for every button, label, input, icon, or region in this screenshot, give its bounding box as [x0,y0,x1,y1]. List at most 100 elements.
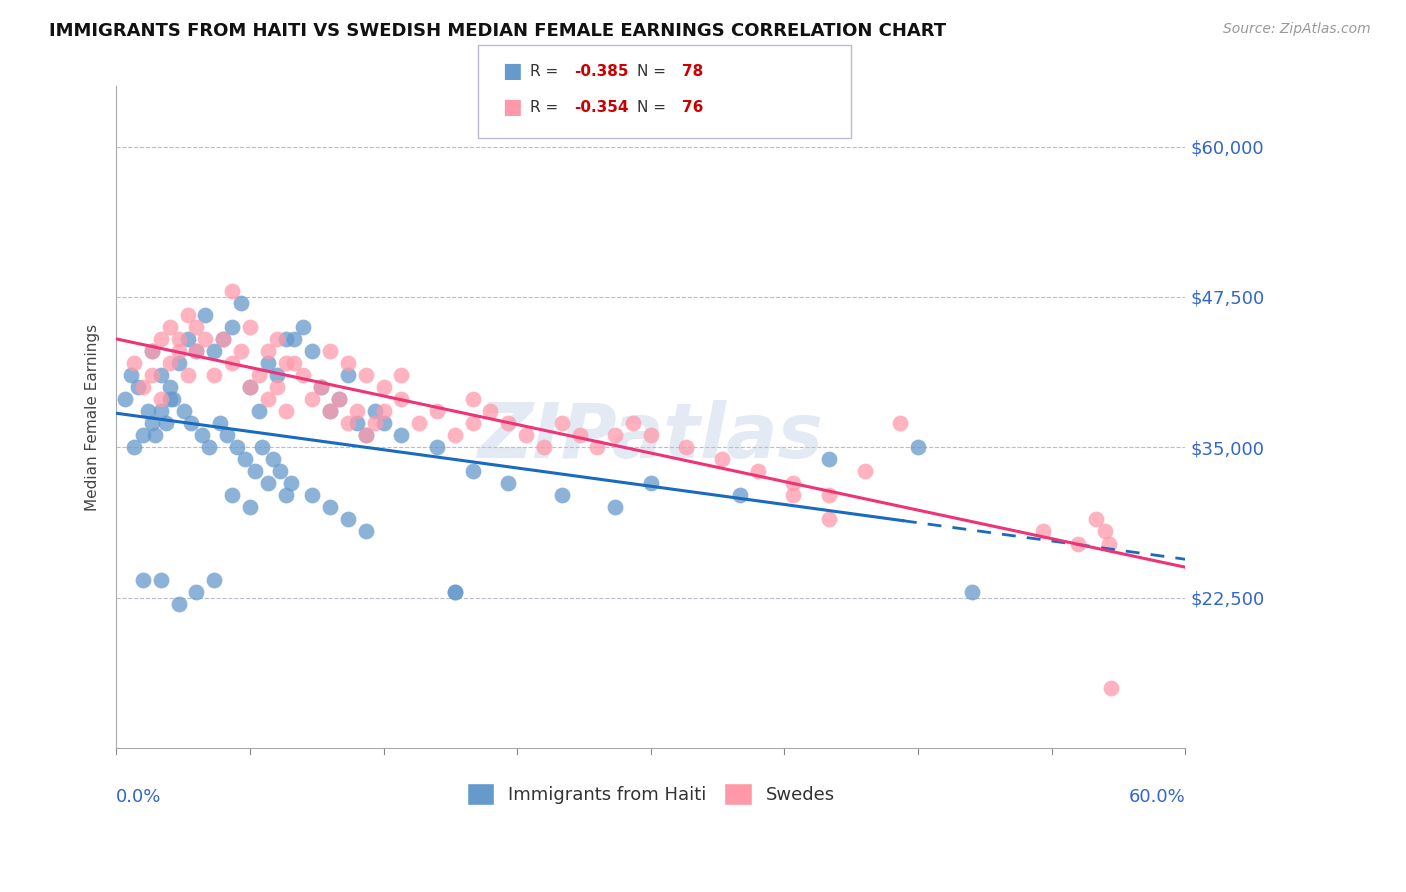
Point [711,452,734,467]
Point [1067,536,1090,550]
Point [1098,536,1121,550]
Point [266,380,288,394]
Point [907,440,929,454]
Point [233,452,256,467]
Point [159,380,181,394]
Point [212,332,235,346]
Point [247,368,270,383]
Text: 78: 78 [682,64,703,78]
Point [159,320,181,334]
Point [120,368,142,383]
Point [336,356,359,370]
Point [114,392,136,406]
Point [180,416,202,430]
Legend: Immigrants from Haiti, Swedes: Immigrants from Haiti, Swedes [460,775,842,812]
Text: N =: N = [637,100,671,114]
Point [363,404,385,418]
Point [479,404,502,418]
Text: Source: ZipAtlas.com: Source: ZipAtlas.com [1223,22,1371,37]
Point [782,476,804,491]
Point [212,332,235,346]
Point [443,584,465,599]
Point [167,356,190,370]
Point [208,416,231,430]
Point [215,428,238,442]
Point [191,428,214,442]
Text: N =: N = [637,64,671,78]
Point [496,416,519,430]
Point [262,452,284,467]
Point [194,308,217,322]
Point [728,488,751,502]
Point [960,584,983,599]
Point [889,416,911,430]
Point [605,428,627,442]
Point [363,416,385,430]
Point [221,284,243,298]
Point [149,573,172,587]
Text: ZIPatlas: ZIPatlas [478,400,824,474]
Point [309,380,332,394]
Point [389,368,412,383]
Point [229,296,252,310]
Point [239,320,262,334]
Text: -0.354: -0.354 [574,100,628,114]
Point [162,392,184,406]
Point [202,344,225,359]
Point [309,380,332,394]
Point [221,488,243,502]
Point [141,416,163,430]
Point [426,404,449,418]
Point [336,368,359,383]
Point [226,440,249,454]
Point [269,464,291,478]
Point [621,416,644,430]
Point [346,416,368,430]
Point [292,368,315,383]
Point [186,344,208,359]
Point [568,428,591,442]
Point [274,332,297,346]
Point [319,404,342,418]
Point [389,428,412,442]
Point [256,356,278,370]
Point [167,597,190,611]
Point [354,428,377,442]
Text: IMMIGRANTS FROM HAITI VS SWEDISH MEDIAN FEMALE EARNINGS CORRELATION CHART: IMMIGRANTS FROM HAITI VS SWEDISH MEDIAN … [49,22,946,40]
Point [354,428,377,442]
Point [141,368,163,383]
Point [149,332,172,346]
Point [354,524,377,539]
Point [1032,524,1054,539]
Point [266,368,288,383]
Point [149,392,172,406]
Point [461,464,484,478]
Point [176,308,198,322]
Point [173,404,195,418]
Point [461,392,484,406]
Point [239,380,262,394]
Point [256,476,278,491]
Point [328,392,350,406]
Point [176,368,198,383]
Point [122,440,145,454]
Point [853,464,876,478]
Point [132,573,155,587]
Point [675,440,697,454]
Point [239,380,262,394]
Point [274,488,297,502]
Point [319,404,342,418]
Point [551,416,574,430]
Point [443,428,465,442]
Point [586,440,609,454]
Text: 0.0%: 0.0% [117,788,162,805]
Point [127,380,149,394]
Point [496,476,519,491]
Point [782,488,804,502]
Point [1099,681,1122,695]
Point [283,332,305,346]
Point [1094,524,1116,539]
Point [122,356,145,370]
Point [247,404,270,418]
Point [155,416,177,430]
